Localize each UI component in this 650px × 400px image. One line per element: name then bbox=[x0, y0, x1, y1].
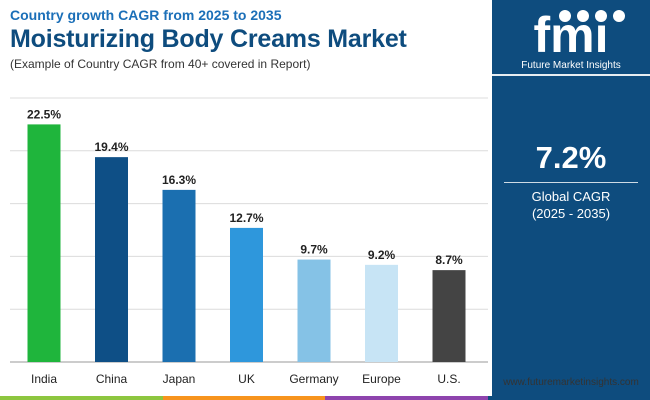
footer-strip-segment bbox=[162, 396, 325, 400]
sidebar-panel: fmi Future Market Insights 7.2% Global C… bbox=[492, 0, 650, 400]
global-cagr-value: 7.2% bbox=[535, 140, 607, 175]
chart-note: (Example of Country CAGR from 40+ covere… bbox=[10, 57, 311, 71]
x-tick-label: Japan bbox=[163, 372, 196, 386]
data-label: 12.7% bbox=[229, 211, 263, 225]
x-tick-label: UK bbox=[238, 372, 255, 386]
bar-china bbox=[95, 157, 128, 362]
bar-uk bbox=[230, 227, 263, 362]
x-tick-label: China bbox=[96, 372, 128, 386]
data-label: 16.3% bbox=[162, 173, 196, 187]
footer-strip-segment bbox=[0, 396, 163, 400]
chart-subtitle: Country growth CAGR from 2025 to 2035 bbox=[10, 7, 282, 23]
x-tick-label: Germany bbox=[289, 372, 338, 386]
x-tick-label: U.S. bbox=[437, 372, 460, 386]
website-url[interactable]: www.futuremarketinsights.com bbox=[503, 377, 639, 388]
brand-logo: fmi Future Market Insights bbox=[492, 4, 650, 76]
fmi-logo-icon: fmi bbox=[534, 7, 625, 63]
x-tick-label: India bbox=[31, 372, 57, 386]
global-cagr-period: (2025 - 2035) bbox=[531, 206, 611, 221]
bar-germany bbox=[297, 259, 331, 362]
data-label: 19.4% bbox=[94, 140, 128, 154]
global-cagr-label: Global CAGR bbox=[531, 189, 611, 204]
cagr-divider bbox=[504, 182, 638, 183]
bar-japan bbox=[162, 189, 196, 362]
data-label: 8.7% bbox=[435, 253, 463, 267]
sidebar-divider bbox=[492, 74, 650, 76]
data-label: 22.5% bbox=[27, 107, 61, 121]
footer-strip-segment bbox=[487, 396, 650, 400]
data-label: 9.2% bbox=[368, 248, 396, 262]
footer-strip-segment bbox=[325, 396, 488, 400]
bar-europe bbox=[365, 264, 398, 362]
bar-us bbox=[432, 270, 466, 362]
brand-name: Future Market Insights bbox=[521, 60, 621, 71]
chart-title: Moisturizing Body Creams Market bbox=[10, 25, 407, 53]
x-tick-label: Europe bbox=[362, 372, 401, 386]
bar-india bbox=[27, 124, 61, 363]
data-label: 9.7% bbox=[300, 243, 328, 257]
chart-header: Country growth CAGR from 2025 to 2035 Mo… bbox=[10, 6, 490, 72]
